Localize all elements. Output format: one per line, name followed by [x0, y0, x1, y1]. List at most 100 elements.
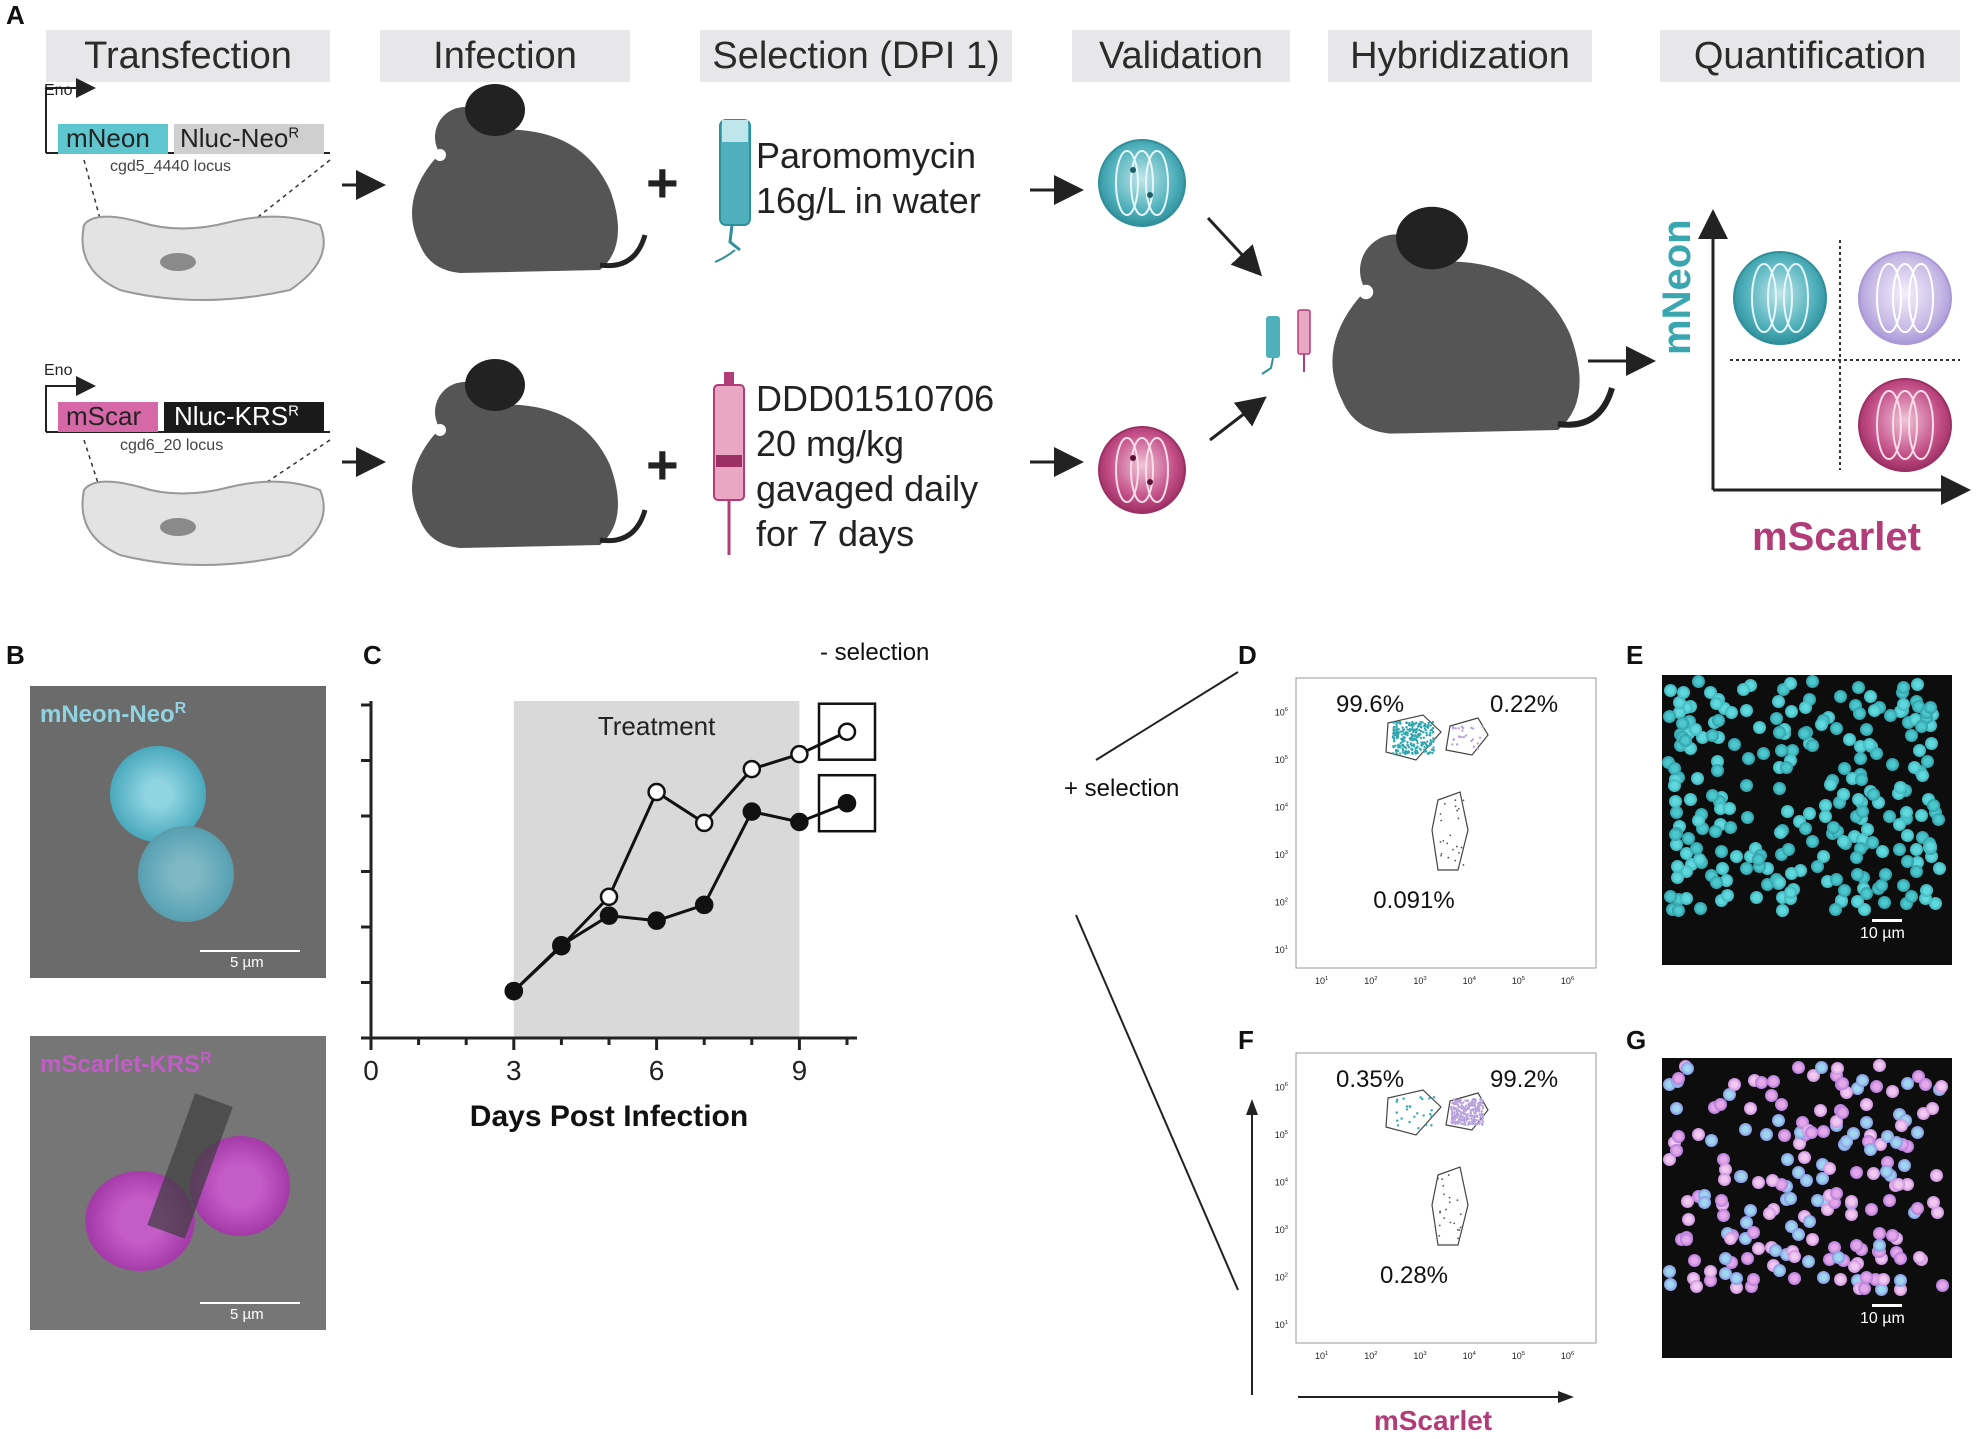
oocyst-dot: [1673, 696, 1686, 709]
flow-event: [1394, 744, 1397, 747]
oocyst-dot: [1910, 843, 1923, 856]
oocyst-dot: [1852, 793, 1865, 806]
flow-event: [1451, 1101, 1454, 1105]
oocyst-dot: [1698, 1196, 1711, 1209]
flow-event: [1404, 733, 1407, 736]
oocyst-dot: [1901, 829, 1914, 842]
oocyst-dot: [1897, 681, 1910, 694]
oocyst-dot: [1893, 818, 1906, 831]
flow-event: [1432, 737, 1435, 740]
oocyst-dot: [1933, 862, 1946, 875]
gate-label-double: 99.2%: [1490, 1066, 1558, 1093]
oocyst-dot: [1873, 1239, 1886, 1252]
x-axis-label: Days Post Infection: [470, 1100, 748, 1133]
data-point: [599, 906, 619, 925]
flow-event: [1402, 735, 1405, 739]
oocyst-dot: [1740, 1216, 1753, 1229]
oocyst-dot: [1770, 712, 1783, 725]
flow-event: [1441, 1178, 1444, 1181]
flow-event: [1450, 1109, 1454, 1112]
flow-y-tick: 102: [1275, 897, 1288, 907]
flow-event: [1393, 738, 1396, 742]
oocyst-dot: [1714, 1098, 1727, 1111]
flow-y-tick: 103: [1275, 850, 1288, 860]
treatment-label: Treatment: [598, 711, 716, 741]
micrograph-mneon-label: mNeon-NeoR: [40, 700, 187, 728]
oocyst-dot: [1815, 1061, 1828, 1074]
flow-event: [1411, 725, 1414, 729]
flow-event: [1423, 750, 1426, 753]
oocyst-dot: [1811, 860, 1824, 873]
flow-event: [1405, 1105, 1409, 1108]
oocyst-dot: [1890, 1136, 1903, 1149]
oocyst-dot: [1858, 1282, 1871, 1295]
treatment-region: [513, 701, 800, 1038]
flow-event: [1467, 1123, 1470, 1127]
flow-event: [1462, 1118, 1465, 1122]
oocyst-dot: [1886, 758, 1899, 771]
flow-event: [1397, 727, 1400, 731]
oocyst-dot: [1742, 752, 1755, 765]
oocyst-dot: [1847, 1127, 1860, 1140]
rlu-line-chart: Treatment1021031041051061071080369Days P…: [361, 640, 1179, 1133]
flow-event: [1443, 802, 1446, 805]
oocyst-dot: [1724, 1232, 1737, 1245]
oocyst-dot: [1769, 1244, 1782, 1257]
oocyst-dot: [1680, 847, 1693, 860]
flow-event: [1478, 1113, 1481, 1116]
flow-event: [1406, 728, 1409, 731]
oocyst-dot: [1719, 1252, 1732, 1265]
flow-event: [1464, 1109, 1467, 1112]
oocyst-dot: [1851, 868, 1864, 881]
flow-event: [1395, 736, 1399, 740]
flow-event: [1401, 726, 1404, 729]
flow-event: [1413, 745, 1416, 748]
flow-event: [1413, 750, 1417, 754]
flow-event: [1460, 725, 1464, 728]
flow-event: [1428, 734, 1431, 737]
flow-x-tick: 103: [1413, 1351, 1426, 1361]
flow-event: [1432, 749, 1435, 752]
data-point: [647, 782, 666, 802]
oocyst-dot: [1905, 890, 1918, 903]
flow-event: [1457, 1108, 1460, 1111]
flow-x-tick: 104: [1463, 976, 1477, 986]
oocyst-dot: [1834, 690, 1847, 703]
flow-event: [1423, 748, 1426, 752]
oocyst-dot: [1663, 1265, 1676, 1278]
mouse-icon: [412, 84, 648, 273]
flow-event: [1458, 1099, 1462, 1102]
oocyst-dot: [1692, 814, 1705, 827]
oocyst-dot: [1883, 1194, 1896, 1207]
oocyst-dot: [1784, 886, 1797, 899]
flow-event: [1412, 723, 1415, 727]
flow-event: [1454, 799, 1457, 802]
flow-event: [1456, 809, 1458, 812]
oocyst-dot: [1781, 805, 1794, 818]
oocyst-dot: [1815, 718, 1828, 731]
oocyst-dot: [1711, 764, 1724, 777]
oocyst-mneon-icon: [1098, 139, 1186, 227]
oocyst-dot: [1681, 1062, 1694, 1075]
flow-event: [1419, 721, 1422, 724]
flow-event: [1460, 1122, 1463, 1125]
flow-event: [1430, 1124, 1433, 1127]
oocyst-dot: [1730, 850, 1743, 863]
flow-event: [1421, 1097, 1424, 1101]
oocyst-dot: [1819, 810, 1832, 823]
data-point: [552, 935, 571, 955]
step-quantification: Quantification: [1660, 30, 1960, 82]
arrow-icon: [1209, 396, 1267, 442]
flow-event: [1459, 1213, 1462, 1216]
flow-x-arrowhead: [1558, 1391, 1574, 1403]
flow-event: [1410, 732, 1413, 736]
oocyst-dot: [1776, 904, 1789, 917]
flow-event: [1429, 1112, 1432, 1116]
quant-y-label: mNeon: [1655, 219, 1699, 355]
flow-event: [1481, 1106, 1485, 1110]
flow-event: [1457, 735, 1461, 738]
oocyst-dot: [1911, 1126, 1924, 1139]
oocyst-dot: [1775, 1098, 1788, 1111]
oocyst-dot: [1677, 686, 1690, 699]
flow-event: [1442, 840, 1445, 842]
